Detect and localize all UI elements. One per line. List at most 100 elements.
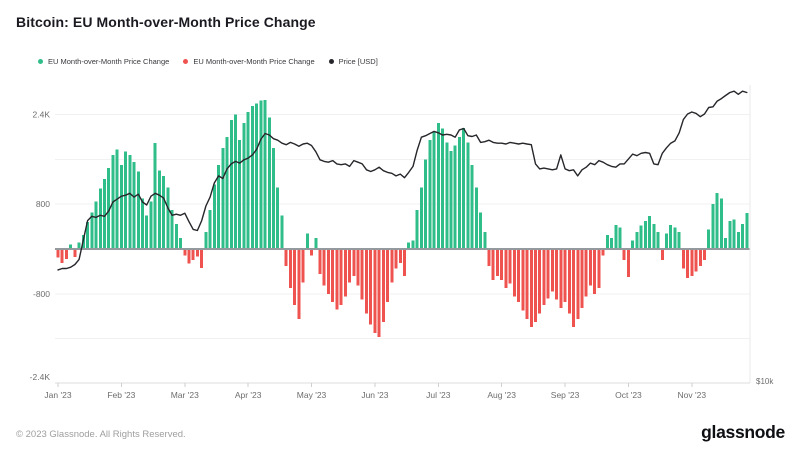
bar-negative xyxy=(297,249,301,319)
bar-negative xyxy=(533,249,537,322)
bar-positive xyxy=(610,237,614,249)
bar-negative xyxy=(331,249,335,303)
bar-negative xyxy=(580,249,584,308)
bar-positive xyxy=(736,232,740,249)
bar-positive xyxy=(272,148,276,249)
bar-positive xyxy=(145,215,149,249)
bar-positive xyxy=(238,139,242,249)
bar-positive xyxy=(669,224,673,249)
bar-negative xyxy=(512,249,516,297)
bar-negative xyxy=(576,249,580,319)
bar-positive xyxy=(474,187,478,249)
green-dot-icon xyxy=(38,59,43,64)
bar-negative xyxy=(369,249,373,325)
bar-positive xyxy=(415,209,419,249)
bar-positive xyxy=(153,143,157,249)
copyright-text: © 2023 Glassnode. All Rights Reserved. xyxy=(16,429,186,440)
bar-positive xyxy=(166,187,170,249)
bar-positive xyxy=(724,237,728,249)
bar-positive xyxy=(424,159,428,249)
bar-positive xyxy=(263,100,267,249)
bar-negative xyxy=(56,249,60,258)
legend-item-price-usd[interactable]: Price [USD] xyxy=(328,57,378,66)
legend-item-mom-positive[interactable]: EU Month-over-Month Price Change xyxy=(38,57,169,66)
x-tick-label: Sep '23 xyxy=(551,390,580,400)
bar-positive xyxy=(204,232,208,249)
bar-negative xyxy=(626,249,630,277)
y-tick-label: -800 xyxy=(33,289,50,299)
legend-label: EU Month-over-Month Price Change xyxy=(193,57,315,66)
bar-positive xyxy=(136,171,140,249)
bar-positive xyxy=(267,117,271,250)
y-tick-label: 2.4K xyxy=(33,110,51,120)
bar-negative xyxy=(538,249,542,314)
bar-negative xyxy=(525,249,529,319)
bar-positive xyxy=(677,232,681,249)
bar-negative xyxy=(322,249,326,286)
bar-negative xyxy=(584,249,588,297)
bar-negative xyxy=(364,249,368,314)
bar-positive xyxy=(466,142,470,249)
bar-positive xyxy=(90,212,94,249)
right-axis-label: $10k xyxy=(756,377,774,386)
bar-negative xyxy=(555,249,559,300)
bar-positive xyxy=(86,222,90,249)
legend-item-mom-negative[interactable]: EU Month-over-Month Price Change xyxy=(183,57,315,66)
bar-positive xyxy=(259,100,263,249)
bar-negative xyxy=(339,249,343,305)
bar-positive xyxy=(441,128,445,249)
bar-positive xyxy=(614,224,618,249)
bar-positive xyxy=(707,229,711,249)
bar-positive xyxy=(483,232,487,249)
x-tick-label: Jun '23 xyxy=(361,390,388,400)
y-tick-label: -2.4K xyxy=(30,372,51,382)
bar-negative xyxy=(373,249,377,333)
bar-positive xyxy=(124,151,128,249)
bar-negative xyxy=(60,249,64,263)
bar-positive xyxy=(157,170,161,249)
bar-positive xyxy=(217,165,221,249)
bar-positive xyxy=(479,212,483,249)
bar-positive xyxy=(457,137,461,249)
bar-negative xyxy=(195,249,199,257)
bar-negative xyxy=(187,249,191,264)
bar-positive xyxy=(250,106,254,249)
x-tick-label: May '23 xyxy=(297,390,327,400)
bar-negative xyxy=(301,249,305,283)
x-tick-label: Aug '23 xyxy=(487,390,516,400)
bar-positive xyxy=(246,111,250,249)
x-tick-label: Feb '23 xyxy=(107,390,135,400)
bar-positive xyxy=(407,242,411,249)
bar-positive xyxy=(221,148,225,249)
bar-negative xyxy=(686,249,690,279)
bar-negative xyxy=(360,249,364,300)
bar-negative xyxy=(690,249,694,276)
bar-positive xyxy=(94,201,98,249)
bar-positive xyxy=(741,223,745,249)
chart-legend: EU Month-over-Month Price Change EU Mont… xyxy=(38,57,378,66)
red-dot-icon xyxy=(183,59,189,64)
bar-positive xyxy=(107,167,111,249)
bar-negative xyxy=(183,249,187,256)
bar-positive xyxy=(445,142,449,249)
bar-positive xyxy=(305,233,309,249)
price-line xyxy=(57,90,748,271)
bar-positive xyxy=(618,227,622,249)
bar-positive xyxy=(229,120,233,249)
bar-positive xyxy=(255,103,259,250)
bar-negative xyxy=(318,249,322,275)
bar-positive xyxy=(149,201,153,249)
bar-positive xyxy=(179,237,183,249)
bar-positive xyxy=(102,179,106,249)
bar-positive xyxy=(732,219,736,249)
bar-positive xyxy=(141,198,145,249)
bar-negative xyxy=(529,249,533,327)
bar-positive xyxy=(170,209,174,249)
bar-positive xyxy=(453,145,457,249)
bar-positive xyxy=(77,242,81,249)
bar-positive xyxy=(162,176,166,249)
bar-negative xyxy=(64,249,68,260)
x-tick-label: Jan '23 xyxy=(44,390,71,400)
